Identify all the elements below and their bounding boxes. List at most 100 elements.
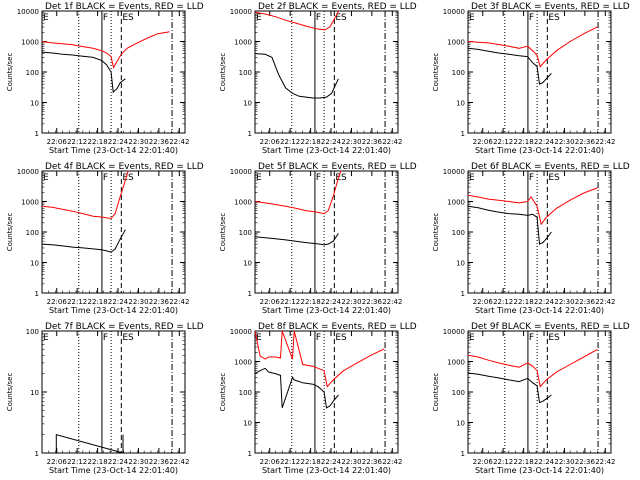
panel-title: Det 5f BLACK = Events, RED = LLD [258,162,417,172]
marker-label-es: ES [122,173,134,183]
marker-label-es: ES [548,173,560,183]
panel-title: Det 4f BLACK = Events, RED = LLD [45,162,204,172]
x-tick-label: 22:42 [382,298,402,306]
y-tick-label: 10000 [443,8,465,16]
series-events-line [255,367,339,409]
y-axis-label: Counts/sec [6,213,14,252]
y-tick-label: 1000 [21,199,39,207]
y-axis-label: Counts/sec [432,53,440,92]
y-tick-label: 10000 [230,328,252,336]
x-tick-label: 22:24 [534,298,555,306]
x-axis-label: Start Time (23-Oct-14 22:01:40) [49,466,178,475]
x-axis-label: Start Time (23-Oct-14 22:01:40) [262,146,391,155]
panel-det-5f: Det 5f BLACK = Events, RED = LLD 1 10 100 10… [219,162,417,315]
y-tick-label: 1000 [234,199,252,207]
x-tick-label: 22:12 [280,458,300,466]
plot-frame [41,170,186,294]
marker-label-e: E [256,173,262,183]
y-tick-label: 10000 [17,168,39,176]
x-tick-label: 22:36 [149,458,170,466]
x-tick-label: 22:18 [88,298,108,306]
panel-det-7f: Det 7f BLACK = Events, RED = LLD 1 10 100 Co… [6,322,204,475]
plot-frame [467,330,612,454]
marker-label-es: ES [335,333,347,343]
series-events-line [255,53,339,99]
x-tick-label: 22:24 [108,458,129,466]
x-tick-label: 22:24 [534,138,555,146]
y-tick-label: 1000 [447,39,465,47]
y-tick-label: 100 [26,229,39,237]
marker-label-e: E [43,333,49,343]
marker-label-f: F [316,13,321,23]
x-tick-label: 22:12 [280,138,300,146]
y-tick-label: 10000 [17,8,39,16]
x-tick-label: 22:36 [575,298,596,306]
x-tick-label: 22:42 [382,458,402,466]
x-tick-label: 22:36 [149,138,170,146]
plot-frame [467,10,612,134]
marker-label-e: E [43,13,49,23]
x-tick-label: 22:24 [321,138,342,146]
x-tick-label: 22:36 [149,298,170,306]
panel-title: Det 6f BLACK = Events, RED = LLD [471,162,630,172]
x-tick-label: 22:24 [534,458,555,466]
marker-label-e: E [469,333,475,343]
x-tick-label: 22:12 [67,298,87,306]
series-lld-line [255,331,385,388]
y-tick-label: 100 [239,389,252,397]
y-tick-label: 10000 [230,168,252,176]
series-lld-line [255,171,342,215]
x-axis-label: Start Time (23-Oct-14 22:01:40) [262,466,391,475]
y-tick-label: 1 [35,290,39,298]
panel-det-9f: Det 9f BLACK = Events, RED = LLD 1 10 100 10… [432,322,630,475]
panel-det-3f: Det 3f BLACK = Events, RED = LLD 1 10 100 10… [432,2,630,155]
series-events-line [55,433,124,453]
series-events-line [468,205,552,245]
x-tick-label: 22:42 [595,138,615,146]
plot-frame [467,170,612,294]
y-tick-label: 1 [461,450,465,458]
plot-frame [41,10,186,134]
x-tick-label: 22:06 [473,298,494,306]
x-tick-label: 22:42 [169,138,189,146]
x-tick-label: 22:18 [514,138,534,146]
x-tick-label: 22:06 [260,458,281,466]
x-tick-label: 22:42 [169,458,189,466]
x-axis-label: Start Time (23-Oct-14 22:01:40) [475,306,604,315]
plot-frame [41,330,186,454]
x-tick-label: 22:18 [301,138,321,146]
y-tick-label: 1 [35,450,39,458]
x-tick-label: 22:36 [362,138,383,146]
y-tick-label: 1000 [447,359,465,367]
series-lld-line [468,348,598,388]
x-tick-label: 22:18 [88,138,108,146]
x-axis-label: Start Time (23-Oct-14 22:01:40) [49,306,178,315]
x-tick-label: 22:12 [280,298,300,306]
marker-label-f: F [316,173,321,183]
series-lld-line [468,26,598,68]
y-axis-label: Counts/sec [219,213,227,252]
y-axis-label: Counts/sec [6,53,14,92]
marker-label-f: F [103,13,108,23]
x-tick-label: 22:06 [47,458,68,466]
panel-title: Det 2f BLACK = Events, RED = LLD [258,2,417,12]
y-tick-label: 1 [461,130,465,138]
x-axis-label: Start Time (23-Oct-14 22:01:40) [262,306,391,315]
series-events-line [468,47,552,85]
x-tick-label: 22:30 [128,458,148,466]
x-tick-label: 22:12 [493,458,513,466]
x-tick-label: 22:06 [473,138,494,146]
y-tick-label: 1 [461,290,465,298]
marker-label-es: ES [548,333,560,343]
panel-title: Det 3f BLACK = Events, RED = LLD [471,2,630,12]
series-lld-line [468,187,598,226]
y-tick-label: 1000 [21,39,39,47]
marker-label-f: F [316,333,321,343]
y-axis-label: Counts/sec [432,373,440,412]
x-tick-label: 22:30 [554,138,574,146]
y-tick-label: 10 [243,420,252,428]
marker-label-e: E [256,13,262,23]
x-tick-label: 22:18 [514,298,534,306]
y-tick-label: 10 [243,100,252,108]
series-lld-line [42,31,170,69]
